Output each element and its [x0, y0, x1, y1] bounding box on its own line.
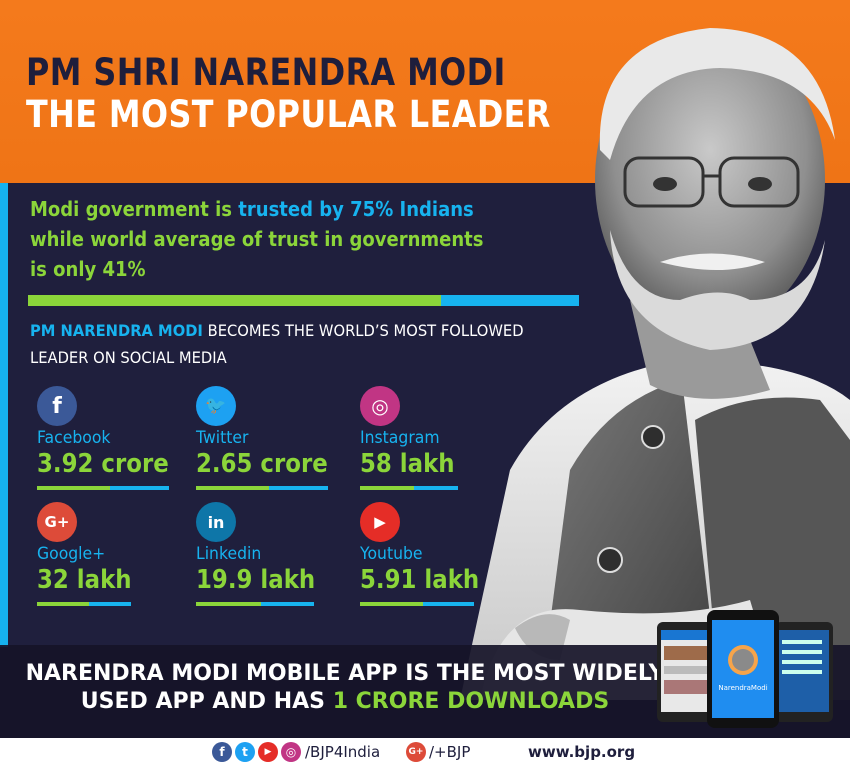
- stat-underline: [37, 602, 131, 606]
- trust-text-4: while world average of trust in governme…: [30, 227, 484, 251]
- linkedin-icon: in: [196, 502, 236, 542]
- youtube-icon[interactable]: ▶: [258, 742, 278, 762]
- trust-meter: [28, 295, 579, 306]
- stat-value: 2.65 crore: [196, 449, 328, 479]
- twitter-icon: 🐦: [196, 386, 236, 426]
- page-title: PM SHRI NARENDRA MODI THE MOST POPULAR L…: [26, 52, 551, 136]
- app-text-1: NARENDRA MODI MOBILE APP IS THE MOST WID…: [25, 661, 665, 686]
- followed-highlight: PM NARENDRA MODI: [30, 321, 203, 340]
- app-text-2: USED APP AND HAS: [80, 689, 333, 714]
- title-line-1: PM SHRI NARENDRA MODI: [26, 51, 506, 94]
- instagram-icon[interactable]: ◎: [281, 742, 301, 762]
- stat-value: 32 lakh: [37, 565, 132, 595]
- trust-meter-fill: [28, 295, 442, 306]
- title-line-2: THE MOST POPULAR LEADER: [26, 93, 551, 136]
- trust-statement: Modi government is trusted by 75% Indian…: [30, 194, 498, 284]
- stat-value: 19.9 lakh: [196, 565, 316, 595]
- stat-underline: [37, 486, 169, 490]
- stat-value: 5.91 lakh: [360, 565, 480, 595]
- twitter-icon[interactable]: t: [235, 742, 255, 762]
- followed-text-2: LEADER ON SOCIAL MEDIA: [30, 348, 227, 367]
- followed-statement: PM NARENDRA MODI BECOMES THE WORLD’S MOS…: [30, 317, 582, 371]
- trust-text-5: is only 41%: [30, 257, 146, 281]
- trust-text-2: trusted by: [238, 197, 351, 221]
- trust-text-3: 75% Indians: [350, 197, 474, 221]
- footer-website[interactable]: www.bjp.org: [528, 743, 636, 761]
- footer-handle[interactable]: /BJP4India: [305, 743, 381, 761]
- instagram-icon: ◎: [360, 386, 400, 426]
- stat-name: Google+: [37, 544, 106, 564]
- facebook-icon: f: [37, 386, 77, 426]
- stat-name: Twitter: [196, 428, 249, 448]
- followed-text-1: BECOMES THE WORLD’S MOST FOLLOWED: [202, 321, 524, 340]
- stat-value: 3.92 crore: [37, 449, 169, 479]
- facebook-icon[interactable]: f: [212, 742, 232, 762]
- stat-name: Facebook: [37, 428, 111, 448]
- stat-name: Linkedin: [196, 544, 262, 564]
- app-screen-label: NarendraModi: [718, 684, 767, 692]
- stat-underline: [196, 486, 328, 490]
- stat-underline: [360, 486, 458, 490]
- app-statement: NARENDRA MODI MOBILE APP IS THE MOST WID…: [0, 660, 690, 716]
- stat-value: 58 lakh: [360, 449, 455, 479]
- google-plus-icon[interactable]: G+: [406, 742, 426, 762]
- left-accent-bar: [0, 183, 8, 647]
- leader-portrait: [460, 28, 850, 700]
- footer-gplus[interactable]: /+BJP: [429, 743, 471, 761]
- mobile-app-phones: NarendraModi: [657, 610, 833, 728]
- stat-name: Instagram: [360, 428, 440, 448]
- stat-underline: [360, 602, 474, 606]
- youtube-icon: ▶: [360, 502, 400, 542]
- google-plus-icon: G+: [37, 502, 77, 542]
- trust-text-1: Modi government is: [30, 197, 239, 221]
- stat-underline: [196, 602, 314, 606]
- app-downloads-highlight: 1 CRORE DOWNLOADS: [332, 689, 610, 714]
- stat-name: Youtube: [360, 544, 423, 564]
